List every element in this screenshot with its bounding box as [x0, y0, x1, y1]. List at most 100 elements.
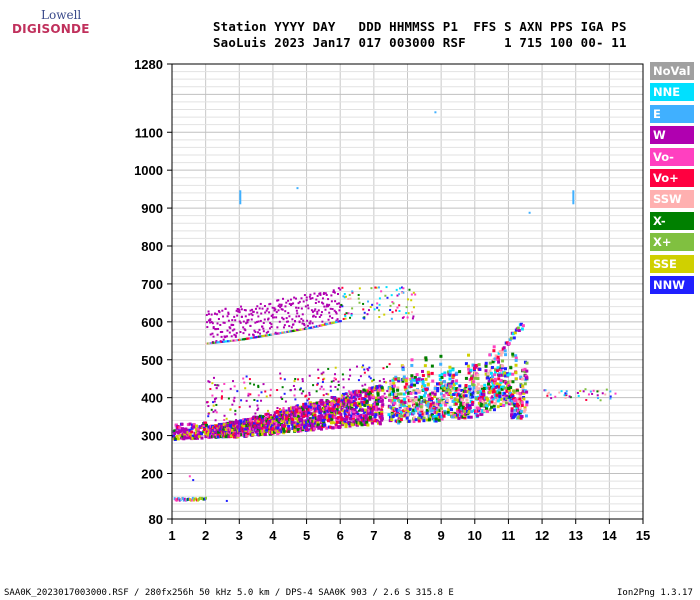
echo-point — [495, 382, 499, 386]
echo-point — [290, 411, 293, 414]
echo-point — [367, 407, 370, 410]
echo-point — [194, 428, 198, 432]
echo-point — [296, 429, 300, 433]
echo-point — [383, 392, 386, 395]
echo-point — [373, 405, 376, 408]
y-tick-label: 1100 — [135, 125, 163, 140]
echo-point — [452, 386, 456, 390]
y-tick-label: 1280 — [134, 57, 163, 72]
echo-point — [351, 416, 355, 420]
echo-point — [258, 328, 261, 331]
echo-point — [405, 389, 409, 393]
echo-point — [431, 409, 435, 413]
echo-point — [251, 308, 254, 311]
echo-point — [563, 394, 566, 397]
echo-point — [294, 319, 297, 322]
echo-point — [303, 323, 306, 326]
echo-point — [268, 414, 272, 418]
echo-point — [488, 408, 492, 412]
echo-point — [222, 429, 226, 433]
echo-point — [318, 401, 322, 405]
echo-point — [493, 381, 497, 385]
echo-point — [340, 418, 344, 422]
echo-point — [233, 315, 236, 318]
echo-point — [412, 389, 416, 393]
echo-point — [521, 368, 525, 372]
echo-point — [328, 311, 331, 314]
echo-point — [367, 395, 371, 399]
echo-point — [470, 374, 474, 378]
echo-point — [270, 325, 273, 328]
echo-point — [265, 428, 269, 432]
echo-point — [182, 498, 185, 502]
echo-point — [414, 398, 418, 402]
echo-point — [266, 415, 270, 419]
echo-point — [322, 302, 325, 305]
echo-point — [239, 190, 242, 205]
echo-point — [345, 295, 348, 298]
echo-point — [490, 375, 494, 379]
legend-item-vo: Vo+ — [650, 168, 694, 187]
echo-point — [422, 419, 426, 423]
echo-point — [287, 424, 291, 428]
echo-point — [272, 415, 276, 419]
echo-point — [450, 381, 454, 385]
echo-point — [406, 406, 410, 410]
echo-point — [198, 496, 201, 500]
echo-point — [484, 369, 488, 373]
echo-point — [287, 311, 290, 314]
echo-point — [497, 385, 501, 389]
echo-point — [477, 406, 481, 410]
echo-point — [390, 294, 393, 297]
echo-point — [487, 402, 491, 406]
echo-point — [322, 401, 326, 405]
echo-points — [172, 111, 617, 502]
echo-point — [232, 423, 236, 427]
echo-point — [403, 377, 407, 381]
echo-point — [468, 409, 472, 413]
echo-point — [439, 407, 443, 411]
echo-point — [469, 396, 473, 400]
echo-point — [480, 412, 484, 416]
echo-point — [377, 286, 380, 289]
echo-point — [207, 313, 210, 316]
echo-point — [490, 400, 494, 404]
echo-point — [419, 396, 423, 400]
echo-point — [282, 408, 286, 412]
echo-point — [319, 427, 323, 431]
echo-point — [301, 322, 304, 325]
echo-point — [281, 386, 284, 389]
echo-point — [447, 408, 451, 412]
echo-point — [396, 386, 400, 390]
echo-point — [436, 386, 440, 390]
echo-point — [373, 415, 377, 419]
echo-point — [489, 371, 493, 375]
echo-point — [214, 312, 217, 315]
echo-point — [204, 435, 208, 439]
echo-point — [369, 416, 373, 420]
echo-point — [319, 293, 322, 296]
echo-point — [302, 402, 306, 406]
echo-point — [271, 416, 274, 419]
echo-point — [471, 395, 475, 399]
echo-point — [229, 387, 232, 390]
echo-point — [225, 499, 228, 502]
echo-point — [410, 299, 413, 302]
echo-point — [217, 317, 220, 320]
echo-point — [388, 415, 392, 419]
echo-point — [393, 401, 397, 405]
echo-point — [516, 326, 520, 330]
echo-point — [499, 378, 503, 382]
echo-point — [402, 316, 405, 319]
echo-point — [509, 386, 513, 390]
echo-point — [182, 437, 186, 441]
echo-point — [466, 390, 470, 394]
echo-point — [422, 416, 426, 420]
echo-point — [182, 428, 186, 432]
echo-point — [446, 399, 450, 403]
echo-point — [366, 405, 369, 408]
echo-point — [417, 419, 421, 423]
echo-point — [273, 414, 276, 417]
echo-point — [338, 320, 342, 323]
echo-point — [282, 297, 285, 300]
